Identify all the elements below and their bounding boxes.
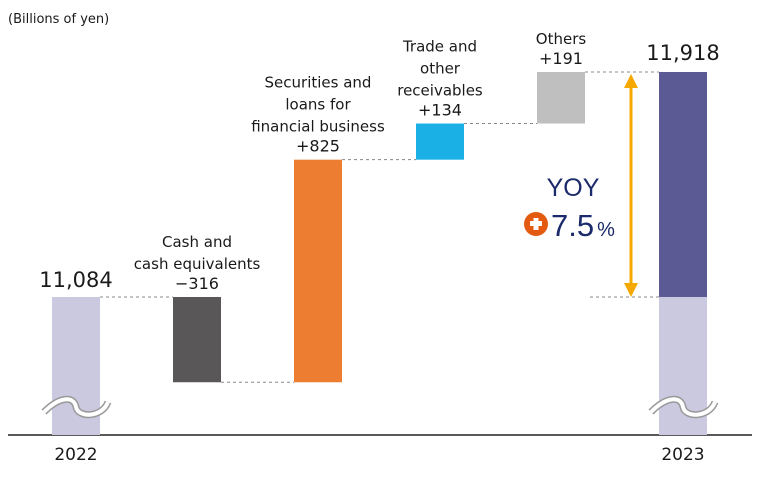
plus-icon-v xyxy=(533,218,539,230)
change-category-label: other xyxy=(420,60,461,78)
bar-change-4 xyxy=(537,72,585,124)
bar-change-2 xyxy=(294,159,342,383)
yoy-unit: % xyxy=(597,219,615,241)
change-category-label: receivables xyxy=(397,82,483,100)
bar-change-3 xyxy=(416,123,464,160)
change-category-label: loans for xyxy=(285,96,351,114)
value-label-2022: 11,084 xyxy=(39,268,112,292)
change-category-label: Others xyxy=(536,30,587,48)
axis-break-icon xyxy=(649,397,717,417)
bar-2023-increase xyxy=(659,72,707,297)
change-category-label: financial business xyxy=(251,118,385,136)
change-value-label: +191 xyxy=(539,49,583,68)
category-label-2022: 2022 xyxy=(54,445,97,465)
change-category-label: Cash and xyxy=(162,233,232,251)
change-value-label: −316 xyxy=(175,274,219,293)
change-value-label: +134 xyxy=(418,101,462,120)
value-label-2023: 11,918 xyxy=(646,41,719,65)
arrow-down-icon xyxy=(624,283,638,297)
axis-break-icon xyxy=(42,397,110,417)
change-category-label: Trade and xyxy=(402,38,477,56)
change-category-label: cash equivalents xyxy=(134,255,261,273)
change-value-label: +825 xyxy=(296,137,340,156)
category-label-2023: 2023 xyxy=(661,445,704,465)
arrow-up-icon xyxy=(624,74,638,88)
bar-change-1 xyxy=(173,297,221,383)
yoy-value: 7.5 xyxy=(551,208,594,243)
change-category-label: Securities and xyxy=(265,74,372,92)
yoy-label: YOY xyxy=(547,174,600,202)
unit-label: (Billions of yen) xyxy=(8,12,109,27)
